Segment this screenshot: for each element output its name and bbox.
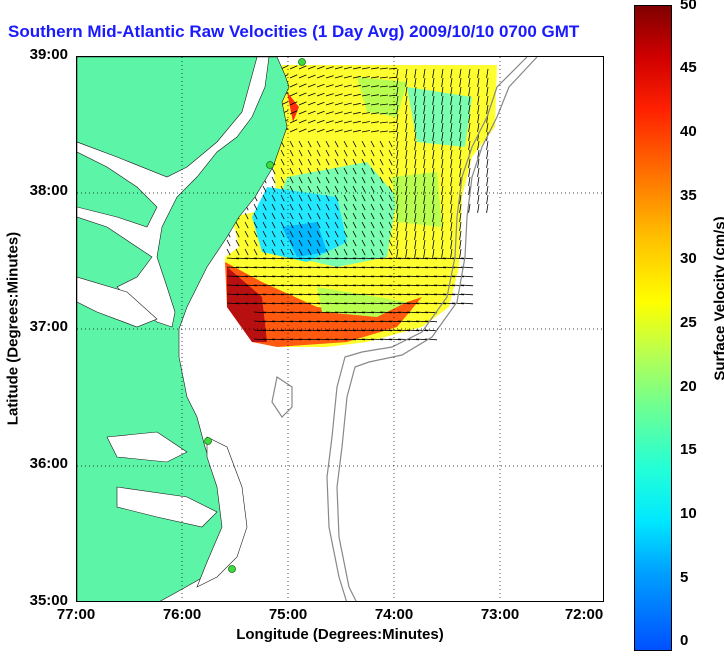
y-tick-label: 38:00 [29, 182, 68, 199]
colorbar-tick: 10 [680, 505, 697, 522]
y-tick-label: 39:00 [29, 46, 68, 63]
colorbar-tick: 40 [680, 123, 697, 140]
colorbar-title: Surface Velocity (cm/s) [711, 216, 724, 381]
colorbar-tick: 35 [680, 187, 697, 204]
x-tick-label: 75:00 [268, 606, 308, 623]
colorbar-tick: 50 [680, 0, 697, 13]
colorbar-tick: 25 [680, 314, 697, 331]
lat-lon-grid [77, 57, 603, 601]
x-axis-label: Longitude (Degrees:Minutes) [236, 626, 444, 643]
velocity-map[interactable] [76, 56, 604, 602]
x-tick-label: 72:00 [564, 606, 604, 623]
colorbar-tick: 30 [680, 250, 697, 267]
x-tick-label: 73:00 [480, 606, 520, 623]
hf-radar-stations [204, 58, 306, 573]
colorbar-tick: 20 [680, 378, 697, 395]
x-tick-label: 77:00 [56, 606, 96, 623]
map-canvas [77, 57, 603, 601]
colorbar-tick: 45 [680, 59, 697, 76]
chesapeake-bay [77, 57, 270, 588]
colorbar-tick: 5 [680, 569, 689, 586]
colorbar [634, 5, 672, 651]
bathymetry-contours [271, 57, 538, 601]
page-title: Southern Mid-Atlantic Raw Velocities (1 … [8, 22, 580, 41]
x-tick-label: 74:00 [374, 606, 414, 623]
y-tick-label: 37:00 [29, 318, 68, 335]
y-tick-label: 35:00 [29, 592, 68, 609]
y-axis-label: Latitude (Degrees:Minutes) [4, 231, 22, 426]
colorbar-tick: 0 [680, 632, 689, 649]
y-tick-label: 36:00 [29, 455, 68, 472]
x-tick-label: 76:00 [162, 606, 202, 623]
colorbar-tick: 15 [680, 441, 697, 458]
